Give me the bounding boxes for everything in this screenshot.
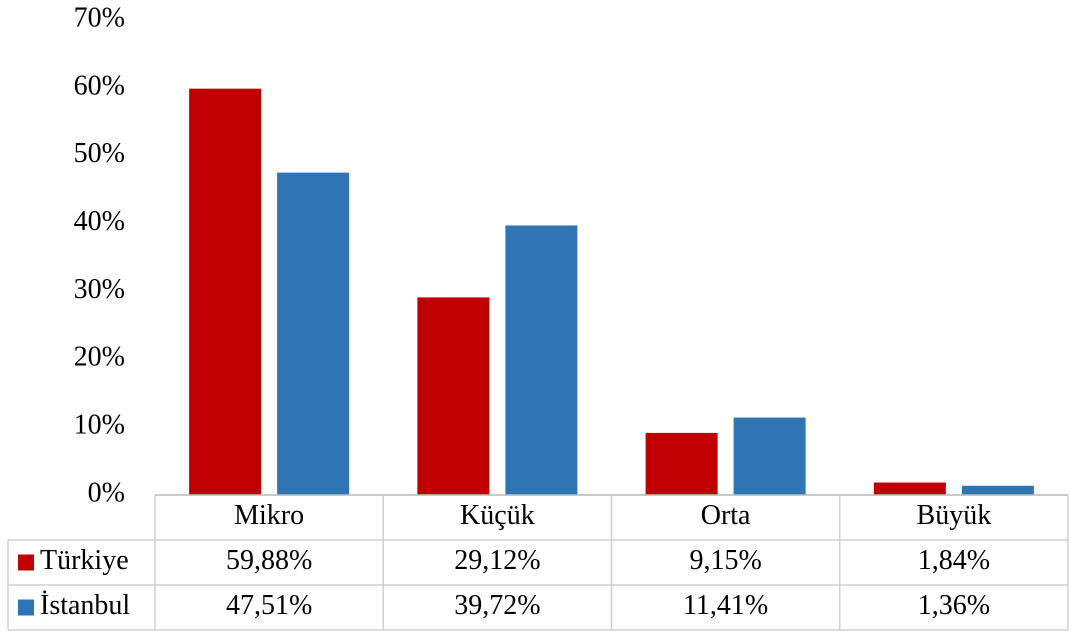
bar (961, 485, 1034, 495)
legend-swatch (18, 599, 34, 616)
bar (505, 225, 578, 495)
y-tick-label: 0% (88, 477, 125, 508)
x-tick-label: Küçük (460, 500, 535, 531)
bar (873, 482, 946, 495)
x-tick-label: Mikro (234, 500, 304, 531)
table-value: 59,88% (226, 545, 312, 576)
bar (277, 172, 350, 495)
bar (733, 417, 806, 495)
table-value: 39,72% (454, 590, 540, 621)
x-tick-label: Büyük (917, 500, 992, 531)
table-value: 11,41% (683, 590, 768, 621)
bar (645, 432, 718, 495)
table-value: 9,15% (689, 545, 761, 576)
y-tick-label: 70% (74, 2, 125, 33)
y-tick-label: 30% (74, 274, 125, 305)
y-tick-label: 60% (74, 70, 125, 101)
table-value: 29,12% (454, 545, 540, 576)
y-tick-label: 10% (74, 410, 125, 441)
table-value: 1,84% (918, 545, 990, 576)
legend-swatch (18, 554, 34, 571)
table-value: 1,36% (918, 590, 990, 621)
bar (417, 297, 490, 495)
legend-label: İstanbul (40, 590, 130, 621)
bar (189, 88, 262, 496)
x-tick-label: Orta (701, 500, 751, 531)
legend-label: Türkiye (40, 545, 129, 576)
y-tick-label: 40% (74, 206, 125, 237)
y-tick-label: 20% (74, 342, 125, 373)
y-tick-label: 50% (74, 138, 125, 169)
table-value: 47,51% (226, 590, 312, 621)
